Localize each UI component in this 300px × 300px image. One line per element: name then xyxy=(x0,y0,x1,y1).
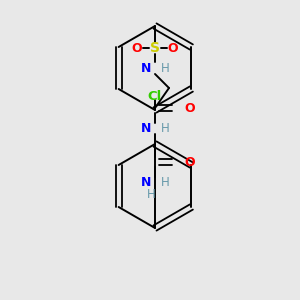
Text: O: O xyxy=(184,155,195,169)
Text: Cl: Cl xyxy=(148,89,162,103)
Text: N: N xyxy=(141,122,151,134)
Text: O: O xyxy=(132,41,142,55)
Text: H: H xyxy=(161,122,170,134)
Text: S: S xyxy=(150,41,160,55)
Text: N: N xyxy=(141,61,151,74)
Text: H: H xyxy=(147,188,155,202)
Text: H: H xyxy=(161,61,170,74)
Text: O: O xyxy=(184,101,195,115)
Text: O: O xyxy=(168,41,178,55)
Text: N: N xyxy=(141,176,151,188)
Text: H: H xyxy=(161,176,170,188)
